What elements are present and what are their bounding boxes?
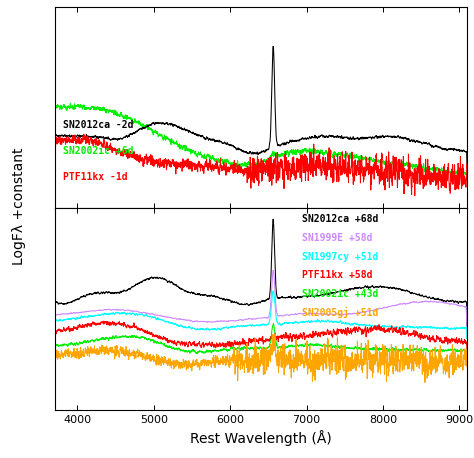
X-axis label: Rest Wavelength (Å): Rest Wavelength (Å)	[190, 431, 332, 446]
Text: SN2005gj +51d: SN2005gj +51d	[302, 307, 378, 318]
Text: PTF11kx -1d: PTF11kx -1d	[63, 172, 128, 182]
Text: SN2012ca -2d: SN2012ca -2d	[63, 120, 133, 130]
Text: SN2012ca +68d: SN2012ca +68d	[302, 214, 378, 224]
Text: PTF11kx +58d: PTF11kx +58d	[302, 270, 373, 280]
Text: SN2002ic +43d: SN2002ic +43d	[302, 289, 378, 299]
Text: LogFλ +constant: LogFλ +constant	[12, 147, 26, 265]
Text: SN1997cy +51d: SN1997cy +51d	[302, 251, 378, 262]
Text: SN1999E +58d: SN1999E +58d	[302, 233, 373, 243]
Text: SN2002ic +6d: SN2002ic +6d	[63, 146, 133, 156]
